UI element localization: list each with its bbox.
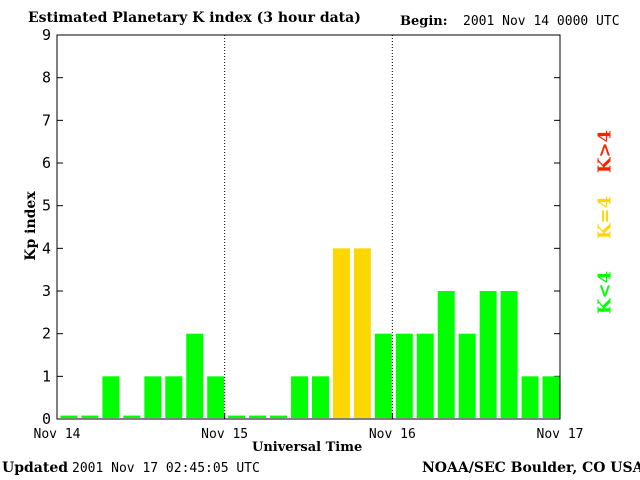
kp-bar [102, 376, 120, 418]
y-tick-label: 1 [42, 367, 51, 385]
kp-bar [81, 415, 99, 418]
kp-bar [312, 376, 329, 418]
kp-bar [458, 333, 476, 418]
x-axis-label: Universal Time [252, 440, 363, 455]
updated-value: 2001 Nov 17 02:45:05 UTC [72, 461, 260, 476]
kp-bar [249, 415, 267, 418]
y-axis-label: Kp index [23, 191, 39, 261]
begin-value: 2001 Nov 14 0000 UTC [463, 14, 620, 29]
kp-bar [437, 291, 455, 418]
kp-bar [207, 376, 225, 418]
y-tick-label: 5 [42, 197, 51, 215]
kp-bar [395, 333, 413, 418]
kp-bar [542, 376, 560, 418]
kp-bar [416, 333, 434, 418]
x-tick-label: Nov 14 [34, 427, 81, 442]
x-tick-label: Nov 17 [537, 427, 584, 442]
y-tick-label: 2 [42, 325, 51, 343]
kp-bar [479, 291, 497, 418]
y-tick-label: 4 [42, 239, 51, 257]
kp-bar [374, 333, 392, 418]
legend-k-lt4: K<4 [594, 270, 616, 315]
kp-bar [60, 415, 78, 418]
kp-bar [353, 248, 371, 418]
y-tick-label: 7 [42, 111, 51, 129]
x-tick-label: Nov 16 [369, 427, 416, 442]
y-tick-label: 3 [42, 282, 51, 300]
updated-label: Updated [2, 460, 69, 476]
kp-bar [228, 415, 246, 418]
kp-bar [123, 415, 141, 418]
source-credit: NOAA/SEC Boulder, CO USA [422, 460, 640, 476]
y-tick-label: 8 [42, 69, 51, 87]
legend-k-gt4: K>4 [594, 129, 616, 174]
kp-bar [165, 376, 183, 418]
kp-bar [144, 376, 162, 418]
legend-k-eq4: K=4 [594, 195, 616, 240]
kp-bar [332, 248, 350, 418]
kp-bar [186, 333, 204, 418]
y-tick-label: 0 [42, 410, 51, 428]
begin-label: Begin: [400, 14, 448, 29]
kp-bar [291, 376, 308, 418]
y-tick-label: 9 [42, 26, 51, 44]
kp-bar [500, 291, 518, 418]
plot-frame [56, 34, 561, 420]
chart-title: Estimated Planetary K index (3 hour data… [28, 10, 361, 26]
kp-bar [521, 376, 539, 418]
kp-bar [270, 415, 288, 418]
y-tick-label: 6 [42, 154, 51, 172]
x-tick-label: Nov 15 [201, 427, 248, 442]
